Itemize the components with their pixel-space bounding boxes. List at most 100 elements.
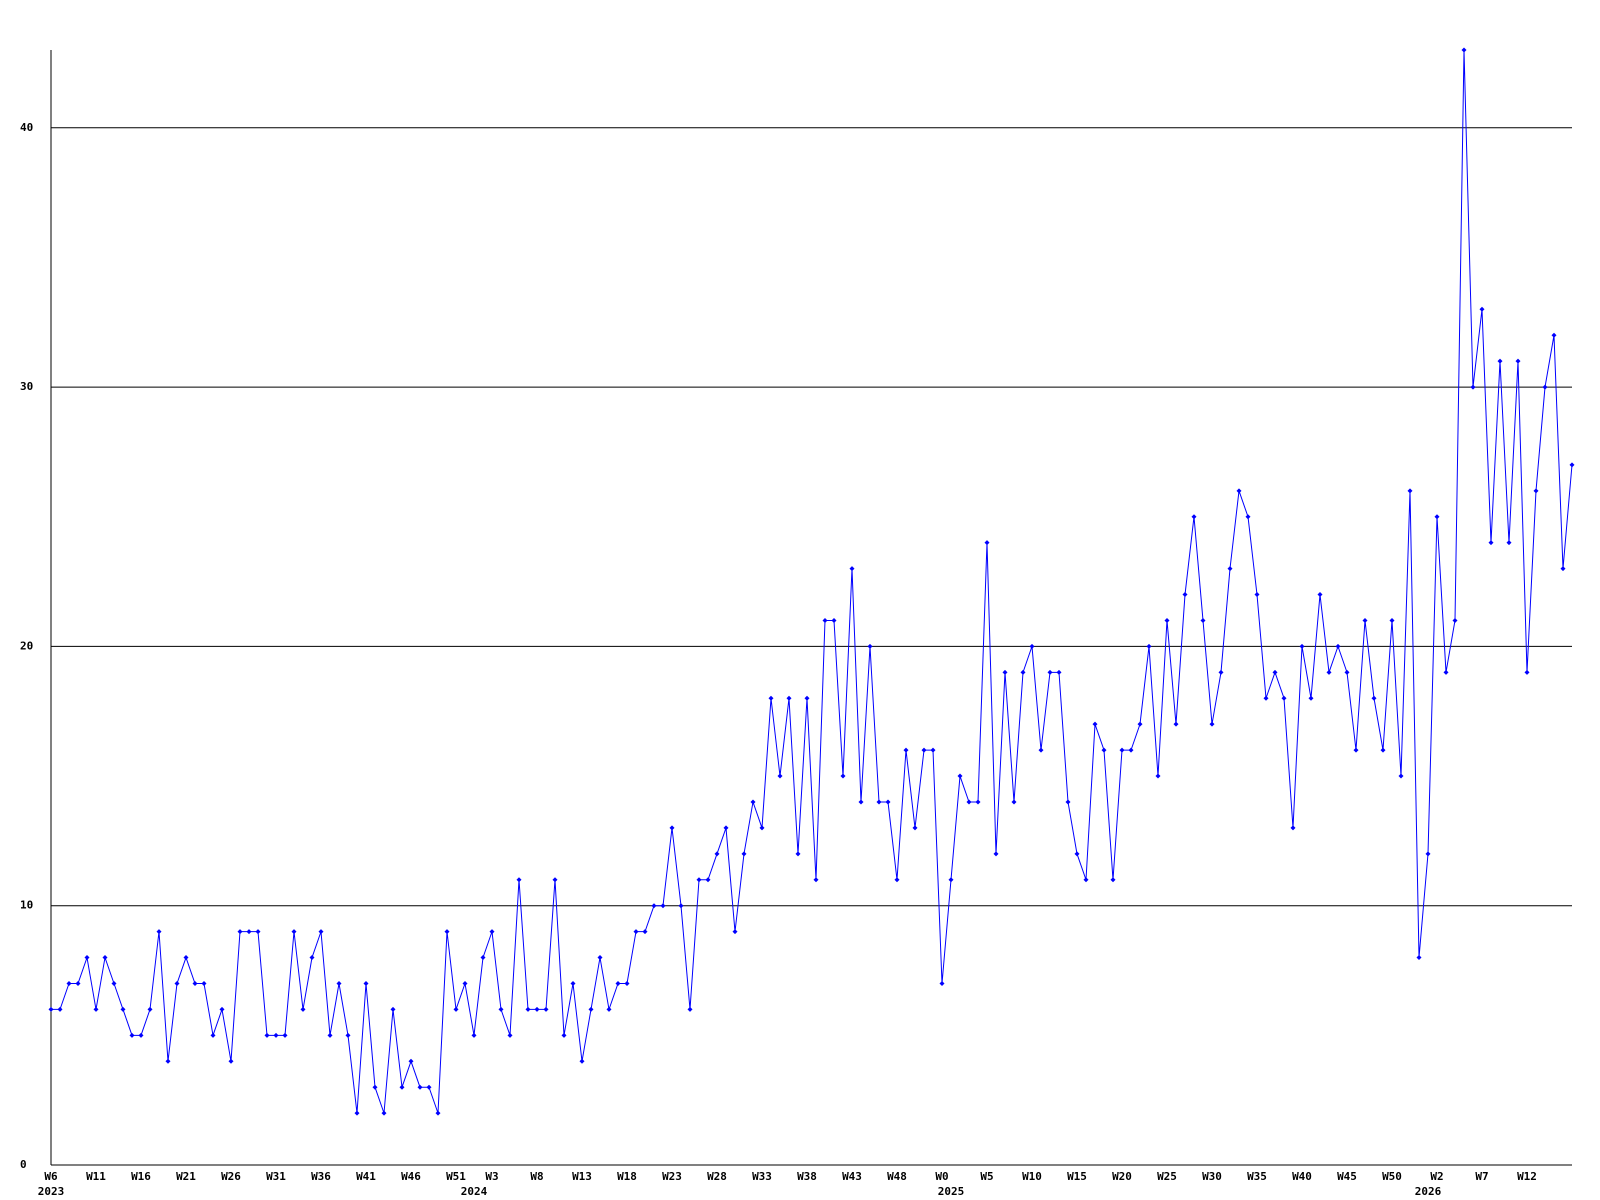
- point-marker: [1335, 643, 1341, 649]
- point-marker: [561, 1032, 567, 1038]
- point-marker: [894, 877, 900, 883]
- point-marker: [111, 980, 117, 986]
- point-marker: [867, 643, 873, 649]
- point-marker: [1173, 721, 1179, 727]
- x-group-label: 2023: [38, 1185, 65, 1198]
- point-marker: [1029, 643, 1035, 649]
- point-marker: [795, 851, 801, 857]
- point-marker: [1290, 825, 1296, 831]
- point-marker: [1515, 358, 1521, 364]
- point-marker: [858, 799, 864, 805]
- point-marker: [1506, 540, 1512, 546]
- x-tick-label: W50: [1382, 1170, 1402, 1183]
- point-marker: [1182, 592, 1188, 598]
- point-marker: [1110, 877, 1116, 883]
- point-marker: [975, 799, 981, 805]
- point-marker: [624, 980, 630, 986]
- point-marker: [66, 980, 72, 986]
- point-marker: [840, 773, 846, 779]
- point-marker: [1344, 669, 1350, 675]
- point-marker: [264, 1032, 270, 1038]
- point-marker: [1128, 747, 1134, 753]
- point-marker: [786, 695, 792, 701]
- point-marker: [1137, 721, 1143, 727]
- point-marker: [588, 1006, 594, 1012]
- point-marker: [660, 903, 666, 909]
- point-marker: [831, 617, 837, 623]
- point-marker: [1101, 747, 1107, 753]
- point-marker: [1245, 514, 1251, 520]
- point-marker: [1416, 955, 1422, 961]
- point-marker: [1524, 669, 1530, 675]
- point-marker: [165, 1058, 171, 1064]
- point-marker: [444, 929, 450, 935]
- point-marker: [300, 1006, 306, 1012]
- point-marker: [1380, 747, 1386, 753]
- point-marker: [1056, 669, 1062, 675]
- point-marker: [984, 540, 990, 546]
- point-marker: [957, 773, 963, 779]
- point-marker: [1047, 669, 1053, 675]
- point-marker: [102, 955, 108, 961]
- point-marker: [390, 1006, 396, 1012]
- point-marker: [453, 1006, 459, 1012]
- point-marker: [246, 929, 252, 935]
- point-marker: [921, 747, 927, 753]
- point-marker: [1083, 877, 1089, 883]
- point-marker: [480, 955, 486, 961]
- point-marker: [1551, 332, 1557, 338]
- x-tick-label: W11: [86, 1170, 106, 1183]
- point-marker: [579, 1058, 585, 1064]
- x-tick-label: W41: [356, 1170, 376, 1183]
- point-marker: [849, 566, 855, 572]
- point-marker: [1146, 643, 1152, 649]
- point-marker: [1281, 695, 1287, 701]
- x-tick-label: W25: [1157, 1170, 1177, 1183]
- point-marker: [1119, 747, 1125, 753]
- x-tick-label: W43: [842, 1170, 862, 1183]
- y-tick-label: 40: [20, 121, 33, 134]
- point-marker: [1164, 617, 1170, 623]
- point-marker: [759, 825, 765, 831]
- point-marker: [1425, 851, 1431, 857]
- point-marker: [1020, 669, 1026, 675]
- x-tick-label: W30: [1202, 1170, 1222, 1183]
- x-tick-label: W31: [266, 1170, 286, 1183]
- point-marker: [723, 825, 729, 831]
- point-marker: [1479, 306, 1485, 312]
- point-marker: [1443, 669, 1449, 675]
- point-marker: [804, 695, 810, 701]
- x-tick-label: W28: [707, 1170, 727, 1183]
- point-marker: [633, 929, 639, 935]
- point-marker: [930, 747, 936, 753]
- point-marker: [1254, 592, 1260, 598]
- x-tick-label: W5: [980, 1170, 993, 1183]
- point-marker: [381, 1110, 387, 1116]
- point-marker: [1389, 617, 1395, 623]
- point-marker: [1542, 384, 1548, 390]
- point-marker: [1218, 669, 1224, 675]
- x-tick-label: W2: [1430, 1170, 1443, 1183]
- point-marker: [327, 1032, 333, 1038]
- point-marker: [426, 1084, 432, 1090]
- point-marker: [516, 877, 522, 883]
- point-marker: [138, 1032, 144, 1038]
- x-tick-label: W13: [572, 1170, 592, 1183]
- point-marker: [1299, 643, 1305, 649]
- point-marker: [1092, 721, 1098, 727]
- point-marker: [498, 1006, 504, 1012]
- x-tick-label: W26: [221, 1170, 241, 1183]
- point-marker: [705, 877, 711, 883]
- point-marker: [489, 929, 495, 935]
- point-marker: [237, 929, 243, 935]
- x-tick-label: W20: [1112, 1170, 1132, 1183]
- x-tick-label: W40: [1292, 1170, 1312, 1183]
- point-marker: [318, 929, 324, 935]
- point-marker: [696, 877, 702, 883]
- x-tick-label: W35: [1247, 1170, 1267, 1183]
- point-marker: [1200, 617, 1206, 623]
- point-marker: [993, 851, 999, 857]
- point-marker: [399, 1084, 405, 1090]
- x-tick-label: W6: [44, 1170, 58, 1183]
